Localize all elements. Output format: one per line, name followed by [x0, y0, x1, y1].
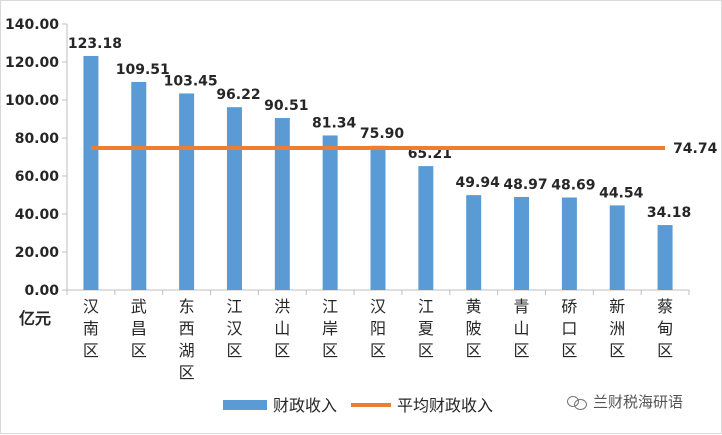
y-tick-label: 120.00	[5, 55, 59, 71]
average-value-label: 74.74	[673, 141, 718, 157]
category-label: 江汉区	[226, 297, 242, 360]
bar-value-label: 48.97	[503, 177, 547, 193]
bar	[226, 107, 242, 290]
category-label: 江夏区	[418, 297, 434, 360]
legend-label-bars: 财政收入	[273, 396, 337, 415]
bar-value-label: 90.51	[264, 98, 308, 114]
y-tick-label: 60.00	[15, 169, 60, 185]
bar-value-label: 81.34	[312, 115, 357, 131]
bar	[322, 135, 338, 290]
y-axis-label: 亿元	[19, 309, 51, 328]
bar	[609, 205, 625, 290]
bar	[561, 197, 577, 290]
bar	[83, 55, 99, 290]
bar	[131, 81, 147, 290]
bar	[657, 225, 673, 290]
bar-value-label: 44.54	[599, 185, 644, 201]
y-tick-label: 80.00	[15, 131, 60, 147]
category-label: 汉阳区	[370, 297, 386, 360]
category-label: 新洲区	[609, 297, 625, 360]
bar	[179, 93, 195, 290]
category-label: 青山区	[514, 297, 530, 360]
bar	[370, 145, 386, 290]
y-tick-label: 20.00	[15, 245, 60, 261]
bar	[466, 195, 482, 290]
category-label: 汉南区	[83, 297, 99, 360]
legend-swatch-bars	[223, 400, 267, 410]
category-label: 蔡甸区	[657, 297, 673, 360]
bar-value-label: 65.21	[408, 146, 452, 162]
category-label: 江岸区	[322, 297, 338, 360]
bar-value-label: 49.94	[456, 175, 501, 191]
y-tick-label: 40.00	[15, 207, 60, 223]
bar-value-label: 123.18	[68, 36, 122, 52]
y-tick-label: 100.00	[5, 93, 59, 109]
category-label: 洪山区	[274, 297, 290, 360]
category-label: 武昌区	[131, 297, 147, 360]
watermark: 兰财税海研语	[567, 391, 683, 412]
bar	[274, 118, 290, 290]
bar-value-label: 34.18	[647, 205, 691, 221]
bar-value-label: 109.51	[116, 62, 170, 78]
watermark-text: 兰财税海研语	[593, 393, 684, 411]
wechat-icon	[567, 394, 587, 410]
y-tick-label: 140.00	[5, 17, 59, 33]
y-tick-label: 0.00	[24, 283, 59, 299]
category-label: 黄陂区	[466, 297, 482, 360]
bar-value-label: 96.22	[216, 87, 260, 103]
category-label: 东西湖区	[179, 297, 195, 382]
legend-label-line: 平均财政收入	[397, 396, 493, 415]
bar	[418, 166, 434, 290]
bar-value-label: 103.45	[164, 73, 218, 89]
bar-value-label: 75.90	[360, 126, 405, 142]
bar	[514, 196, 530, 290]
bar-value-label: 48.69	[551, 177, 595, 193]
category-label: 硚口区	[561, 297, 577, 360]
